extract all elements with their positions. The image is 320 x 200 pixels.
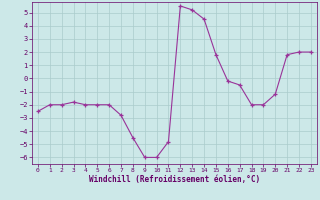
X-axis label: Windchill (Refroidissement éolien,°C): Windchill (Refroidissement éolien,°C) xyxy=(89,175,260,184)
